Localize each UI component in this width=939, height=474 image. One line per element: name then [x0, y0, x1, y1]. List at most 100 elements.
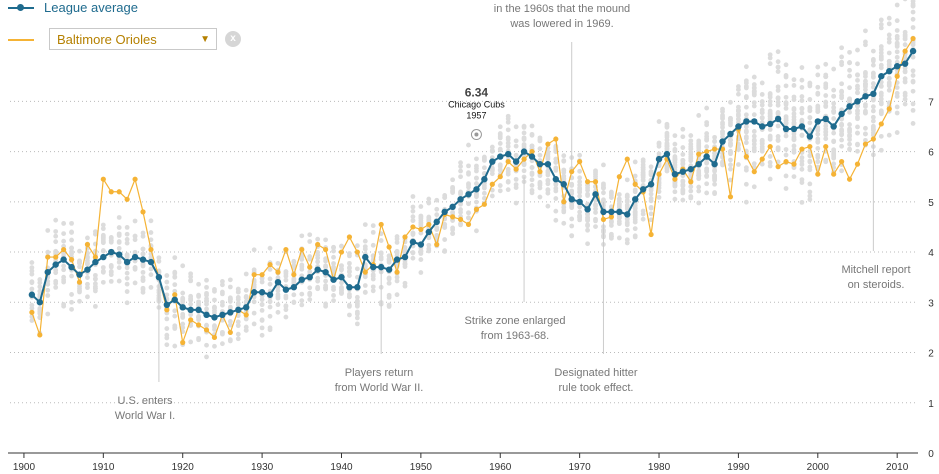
series-point[interactable]	[243, 304, 250, 311]
series-point[interactable]	[92, 254, 98, 260]
series-point[interactable]	[727, 194, 734, 200]
series-point[interactable]	[592, 191, 599, 198]
series-point[interactable]	[759, 123, 766, 130]
series-point[interactable]	[275, 269, 281, 275]
series-point[interactable]	[322, 268, 329, 276]
series-point[interactable]	[774, 115, 782, 123]
series-point[interactable]	[854, 161, 861, 167]
series-point[interactable]	[862, 93, 869, 100]
series-point[interactable]	[791, 161, 797, 167]
series-point[interactable]	[473, 206, 480, 212]
series-point[interactable]	[616, 174, 622, 180]
series-point[interactable]	[743, 118, 750, 125]
series-point[interactable]	[528, 153, 536, 160]
series-point[interactable]	[584, 206, 591, 213]
series-point[interactable]	[164, 307, 170, 313]
series-point[interactable]	[910, 35, 916, 42]
series-point[interactable]	[299, 246, 305, 253]
series-point[interactable]	[84, 241, 91, 248]
series-point[interactable]	[465, 191, 472, 198]
series-point[interactable]	[76, 279, 83, 285]
series-point[interactable]	[537, 169, 543, 175]
series-point[interactable]	[68, 256, 75, 263]
series-point[interactable]	[116, 189, 122, 195]
series-point[interactable]	[512, 158, 520, 165]
series-point[interactable]	[172, 292, 178, 298]
series-point[interactable]	[291, 272, 297, 278]
series-point[interactable]	[703, 153, 710, 160]
series-point[interactable]	[751, 169, 757, 175]
series-point[interactable]	[385, 266, 393, 273]
series-point[interactable]	[140, 209, 146, 215]
series-point[interactable]	[687, 165, 694, 173]
series-point[interactable]	[655, 155, 663, 163]
series-point[interactable]	[846, 103, 853, 110]
series-point[interactable]	[258, 289, 266, 296]
league-series[interactable]	[28, 47, 917, 321]
series-point[interactable]	[672, 176, 678, 182]
series-point[interactable]	[727, 130, 734, 138]
series-point[interactable]	[417, 241, 425, 248]
series-point[interactable]	[434, 241, 440, 248]
series-point[interactable]	[632, 196, 639, 203]
series-point[interactable]	[846, 176, 853, 182]
series-point[interactable]	[831, 171, 837, 177]
series-point[interactable]	[219, 311, 226, 319]
series-point[interactable]	[505, 159, 511, 165]
series-point[interactable]	[131, 253, 139, 261]
series-point[interactable]	[362, 253, 369, 261]
series-point[interactable]	[886, 106, 892, 112]
series-point[interactable]	[457, 196, 464, 203]
team-select[interactable]: Baltimore Orioles ▼	[49, 28, 217, 50]
series-point[interactable]	[901, 60, 909, 67]
series-point[interactable]	[163, 301, 171, 309]
series-point[interactable]	[854, 98, 861, 105]
series-point[interactable]	[521, 156, 527, 162]
series-point[interactable]	[719, 138, 726, 145]
series-point[interactable]	[783, 159, 789, 165]
series-point[interactable]	[473, 186, 480, 193]
series-point[interactable]	[481, 176, 488, 183]
series-point[interactable]	[450, 214, 456, 220]
series-point[interactable]	[608, 214, 614, 220]
series-point[interactable]	[235, 306, 242, 314]
series-point[interactable]	[711, 160, 718, 168]
series-point[interactable]	[711, 146, 718, 152]
series-point[interactable]	[124, 196, 130, 202]
series-point[interactable]	[592, 179, 599, 185]
series-point[interactable]	[354, 284, 361, 291]
series-point[interactable]	[513, 166, 519, 172]
series-point[interactable]	[37, 332, 43, 338]
series-point[interactable]	[823, 143, 829, 150]
series-point[interactable]	[354, 249, 360, 255]
series-point[interactable]	[195, 306, 202, 314]
series-point[interactable]	[68, 263, 75, 271]
series-point[interactable]	[61, 246, 67, 253]
series-point[interactable]	[323, 246, 329, 253]
series-point[interactable]	[108, 248, 115, 256]
series-point[interactable]	[767, 143, 773, 150]
series-point[interactable]	[274, 279, 282, 286]
series-point[interactable]	[799, 146, 805, 152]
series-point[interactable]	[656, 171, 662, 177]
series-point[interactable]	[393, 256, 401, 263]
series-point[interactable]	[902, 48, 908, 54]
series-point[interactable]	[663, 150, 671, 158]
series-point[interactable]	[203, 311, 210, 319]
series-point[interactable]	[171, 296, 178, 303]
series-point[interactable]	[116, 251, 123, 258]
series-point[interactable]	[671, 170, 679, 178]
series-point[interactable]	[766, 120, 774, 128]
series-point[interactable]	[346, 234, 353, 240]
series-point[interactable]	[608, 208, 615, 216]
series-point[interactable]	[370, 263, 377, 271]
series-point[interactable]	[378, 221, 384, 228]
series-point[interactable]	[315, 241, 321, 248]
series-point[interactable]	[227, 329, 233, 336]
series-point[interactable]	[53, 254, 59, 260]
series-point[interactable]	[600, 216, 607, 223]
series-point[interactable]	[893, 62, 901, 70]
series-point[interactable]	[909, 47, 917, 55]
series-point[interactable]	[600, 208, 607, 216]
series-point[interactable]	[688, 179, 694, 185]
